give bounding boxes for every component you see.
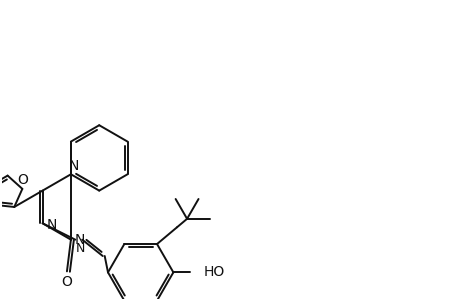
Text: O: O xyxy=(62,275,72,289)
Text: N: N xyxy=(68,159,79,173)
Text: N: N xyxy=(75,242,85,255)
Text: HO: HO xyxy=(203,266,224,279)
Text: N: N xyxy=(75,233,85,247)
Text: O: O xyxy=(17,173,28,187)
Text: N: N xyxy=(46,218,56,232)
